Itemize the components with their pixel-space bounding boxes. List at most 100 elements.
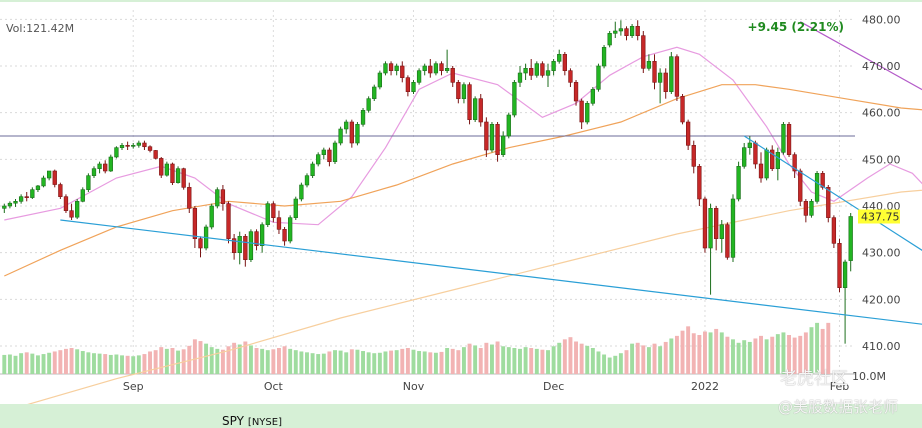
volume-bar — [344, 352, 349, 374]
volume-bar — [691, 333, 696, 374]
volume-bar — [512, 348, 517, 374]
volume-bar — [613, 355, 618, 374]
candle-body — [680, 96, 685, 123]
candle-body — [366, 98, 371, 111]
candle-body — [635, 26, 640, 36]
volume-bar — [333, 350, 337, 374]
volume-bar — [305, 352, 309, 374]
volume-bar — [417, 351, 422, 374]
volume-bar — [24, 352, 29, 374]
volume-bar — [170, 348, 175, 374]
candle-body — [826, 187, 831, 218]
volume-bar — [75, 349, 80, 374]
volume-bar — [2, 354, 7, 374]
candle-body — [58, 184, 63, 197]
volume-bar — [574, 341, 579, 374]
candle-body — [613, 30, 618, 34]
candle-body — [209, 205, 214, 228]
candle-body — [590, 89, 596, 104]
candle-body — [416, 70, 422, 83]
volume-bar — [461, 347, 466, 374]
volume-bar — [13, 355, 18, 374]
candle-body — [629, 26, 635, 36]
candle-body — [35, 185, 41, 190]
x-tick-label: Nov — [403, 380, 425, 393]
candlestick-chart: 480.00470.00460.00450.00440.00430.00420.… — [0, 10, 922, 404]
volume-bar — [646, 347, 651, 374]
volume-bar — [501, 346, 506, 374]
volume-bars — [2, 322, 831, 374]
volume-bar — [86, 352, 91, 374]
candle-body — [461, 84, 467, 99]
candle-body — [601, 47, 607, 67]
y-tick-label: 480.00 — [862, 13, 901, 26]
volume-bar — [428, 352, 433, 374]
candle-body — [187, 187, 192, 209]
candle-body — [523, 68, 528, 74]
volume-bar — [467, 343, 472, 374]
trendline — [60, 219, 922, 325]
candle-body — [641, 35, 646, 69]
candle-body — [400, 65, 405, 78]
candle-body — [758, 163, 764, 179]
candle-body — [63, 196, 69, 211]
volume-bar — [176, 350, 181, 374]
candle-body — [18, 196, 24, 202]
volume-bar — [422, 351, 427, 374]
candle-body — [108, 156, 113, 172]
candle-body — [46, 170, 52, 179]
candle-body — [349, 121, 354, 144]
candle-body — [405, 77, 411, 92]
candle-body — [663, 72, 668, 92]
volume-bar — [456, 350, 461, 374]
candle-body — [747, 142, 752, 148]
y-axis: 480.00470.00460.00450.00440.00430.00420.… — [852, 13, 901, 383]
candle-body — [103, 163, 108, 172]
candle-body — [472, 98, 478, 120]
grid-lines — [0, 10, 855, 375]
volume-bar — [473, 345, 478, 374]
candle-body — [540, 63, 545, 76]
y-tick-label: 420.00 — [862, 293, 901, 306]
price-change: +9.45 (2.21%) — [747, 20, 844, 34]
candle-body — [131, 145, 136, 147]
candle-body — [215, 189, 220, 207]
volume-bar — [400, 348, 405, 374]
candle-body — [271, 203, 276, 218]
candle-body — [814, 173, 820, 202]
candle-body — [786, 124, 792, 155]
x-tick-label: Dec — [543, 380, 564, 393]
candle-body — [383, 63, 388, 74]
candle-body — [596, 65, 601, 90]
volume-bar — [7, 354, 12, 374]
volume-bar — [383, 351, 388, 374]
volume-bar — [714, 328, 719, 374]
volume-bar — [697, 335, 702, 374]
volume-bar — [299, 351, 304, 374]
volume-bar — [534, 348, 539, 374]
volume-bar — [260, 348, 265, 374]
last-price-badge: 437.75 — [858, 209, 900, 224]
volume-bar — [680, 330, 685, 374]
candle-body — [377, 72, 383, 88]
candle-body — [153, 150, 158, 159]
volume-bar — [736, 342, 741, 374]
candle-body — [136, 142, 141, 146]
x-axis: Sep Oct Nov Dec 2022 Feb — [123, 380, 849, 393]
candle-body — [730, 198, 736, 258]
candle-body — [243, 236, 248, 260]
candle-body — [444, 68, 450, 71]
volume-bar — [394, 350, 399, 374]
volume-bar — [153, 350, 158, 374]
volume-bar — [192, 339, 197, 374]
volume-bar — [540, 349, 545, 374]
volume-bar — [215, 348, 220, 374]
candle-body — [467, 84, 472, 120]
x-tick-label: Oct — [264, 380, 284, 393]
volume-bar — [35, 355, 40, 374]
volume-bar — [753, 338, 758, 374]
candle-body — [388, 63, 394, 71]
volume-bar — [204, 343, 209, 374]
candle-body — [691, 145, 696, 167]
candle-body — [450, 68, 455, 83]
